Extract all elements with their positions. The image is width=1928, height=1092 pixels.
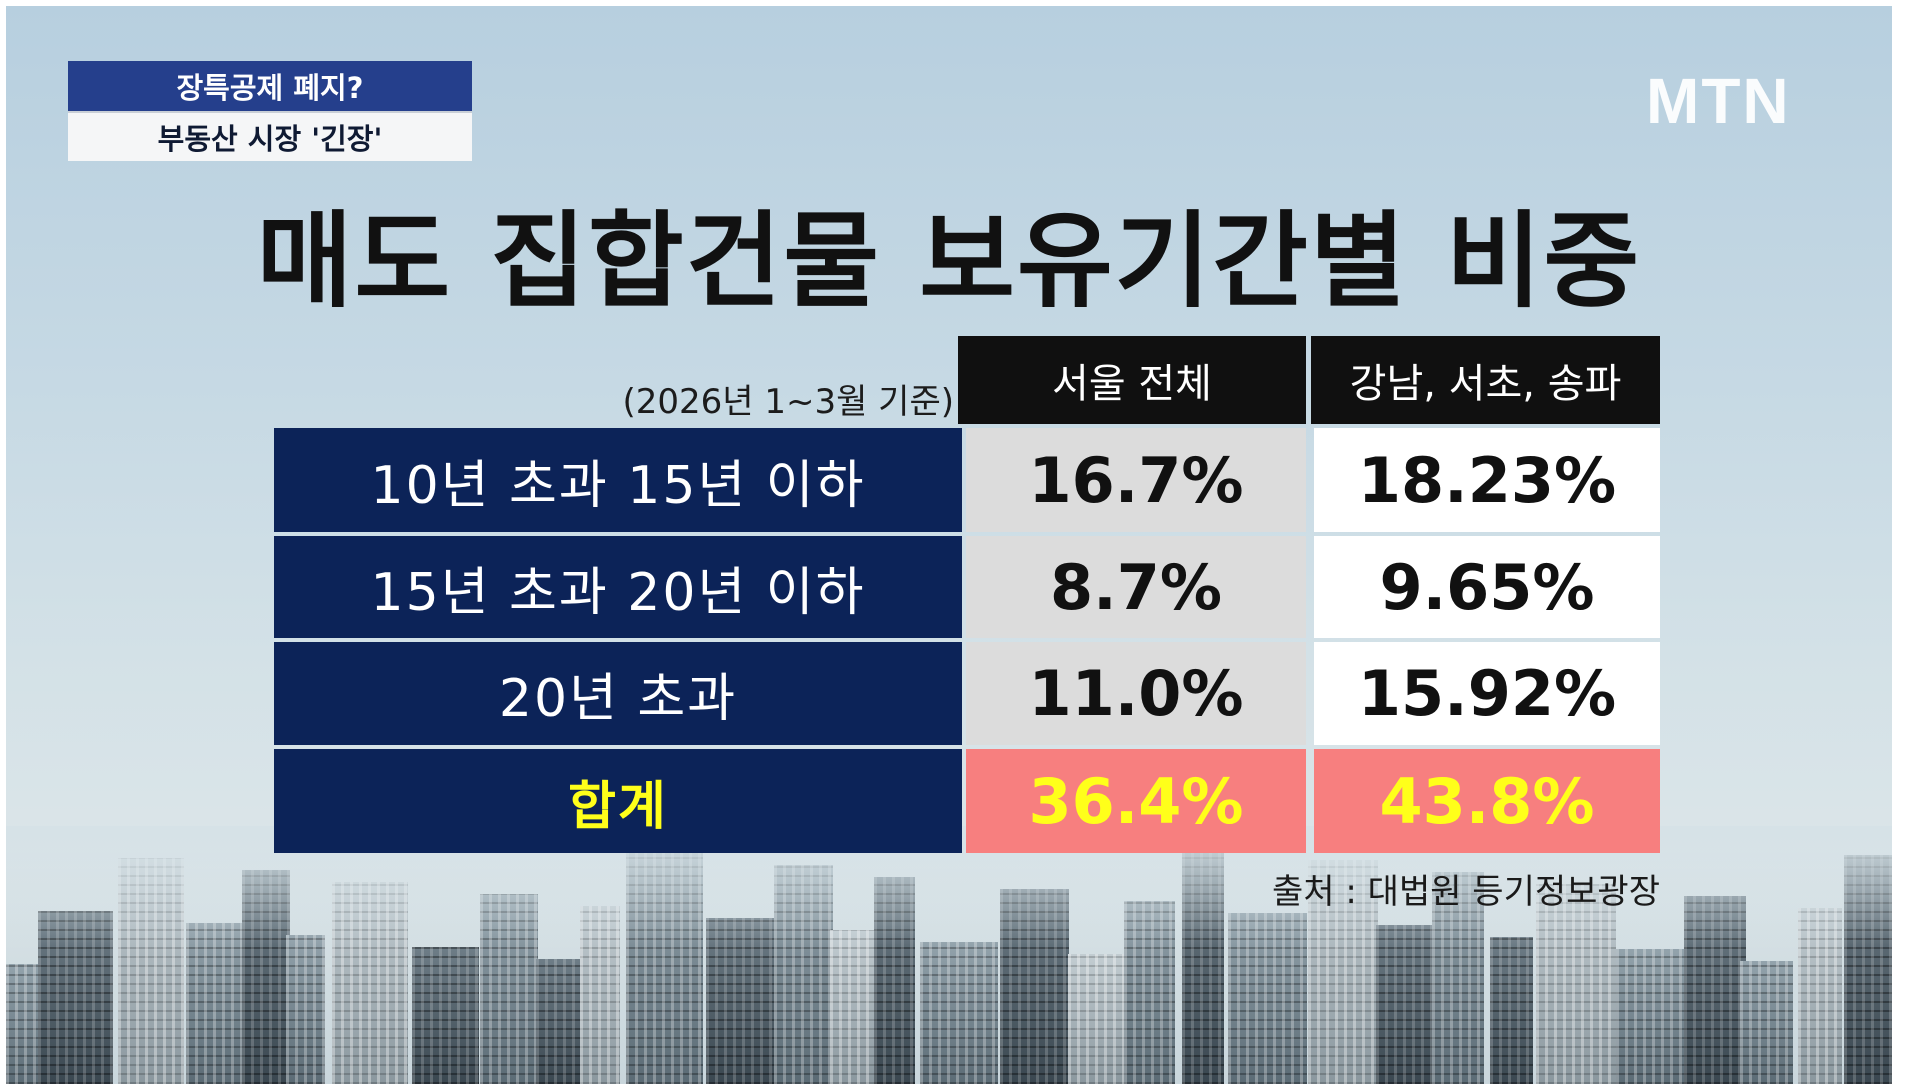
building (536, 959, 585, 1084)
caption-headline: 장특공제 폐지? (68, 61, 472, 111)
cell-gangnam-total: 43.8% (1314, 749, 1660, 853)
building (1068, 954, 1128, 1084)
cell-seoul-over-20: 11.0% (966, 642, 1306, 745)
caption-subheadline: 부동산 시장 '긴장' (68, 111, 472, 161)
source-note: 출처 : 대법원 등기정보광장 (1272, 872, 1660, 912)
basis-note: (2026년 1~3월 기준) (622, 382, 954, 422)
column-header-seoul: 서울 전체 (958, 336, 1306, 424)
cell-seoul-10-15: 16.7% (966, 428, 1306, 532)
building (1740, 961, 1793, 1084)
building (1490, 937, 1533, 1084)
row-label-10-15: 10년 초과 15년 이하 (274, 428, 962, 532)
building (1616, 949, 1687, 1084)
building (830, 930, 880, 1084)
mtn-logo: MTN (1646, 65, 1791, 137)
building (412, 947, 479, 1084)
column-header-gangnam: 강남, 서초, 송파 (1311, 336, 1660, 424)
news-caption: 장특공제 폐지? 부동산 시장 '긴장' (68, 61, 472, 161)
cell-gangnam-10-15: 18.23% (1314, 428, 1660, 532)
building (920, 942, 998, 1084)
cell-gangnam-over-20: 15.92% (1314, 642, 1660, 745)
row-label-over-20: 20년 초과 (274, 642, 962, 745)
cell-seoul-15-20: 8.7% (966, 536, 1306, 638)
broadcast-graphic: 장특공제 폐지? 부동산 시장 '긴장' MTN 매도 집합건물 보유기간별 비… (6, 6, 1892, 1084)
cell-seoul-total: 36.4% (966, 749, 1306, 853)
building (286, 935, 325, 1084)
building (1376, 925, 1437, 1084)
building (6, 964, 44, 1084)
row-label-15-20: 15년 초과 20년 이하 (274, 536, 962, 638)
graphic-title: 매도 집합건물 보유기간별 비중 (256, 200, 1642, 322)
row-label-total: 합계 (274, 749, 962, 853)
building (186, 923, 243, 1084)
cell-gangnam-15-20: 9.65% (1314, 536, 1660, 638)
